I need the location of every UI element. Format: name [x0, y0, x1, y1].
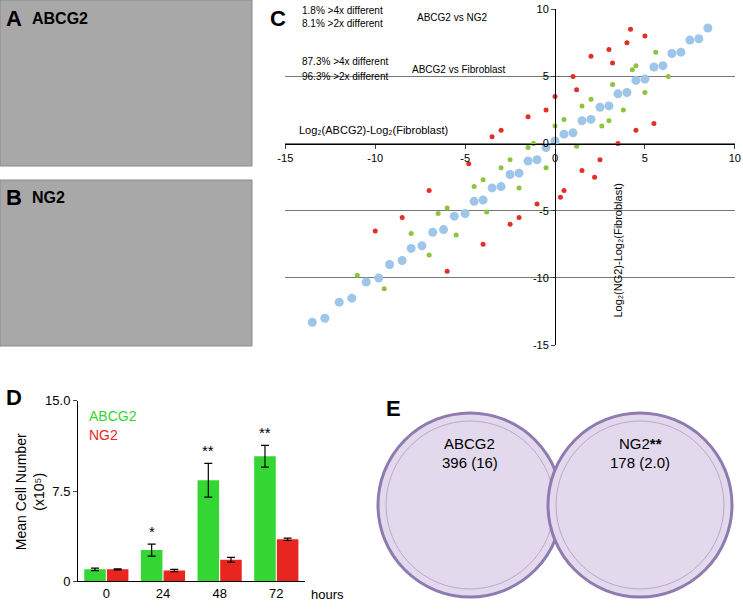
- svg-text:Log₂(ABCG2)-Log₂(Fibroblast): Log₂(ABCG2)-Log₂(Fibroblast): [299, 124, 448, 136]
- svg-text:87.3% >4x different: 87.3% >4x different: [302, 56, 388, 67]
- svg-text:ABCG2 vs Fibroblast: ABCG2 vs Fibroblast: [412, 64, 506, 75]
- svg-text:10: 10: [729, 152, 741, 164]
- svg-text:5: 5: [642, 152, 648, 164]
- svg-text:**: **: [202, 442, 214, 459]
- svg-text:1.8% >4x different: 1.8% >4x different: [302, 5, 383, 16]
- svg-text:-15: -15: [277, 152, 293, 164]
- svg-text:NG2**: NG2**: [619, 435, 662, 452]
- svg-text:NG2: NG2: [89, 427, 118, 443]
- svg-text:48: 48: [212, 586, 226, 601]
- svg-text:C: C: [270, 6, 286, 31]
- svg-text:-5: -5: [539, 205, 549, 217]
- svg-text:-10: -10: [533, 272, 549, 284]
- svg-text:15.0: 15.0: [45, 393, 70, 408]
- svg-text:0: 0: [543, 137, 549, 149]
- svg-text:hours: hours: [311, 587, 344, 602]
- svg-text:178 (2.0): 178 (2.0): [610, 454, 670, 471]
- svg-text:B: B: [6, 185, 22, 210]
- svg-text:Log₂(NG2)-Log₂(Fibroblast): Log₂(NG2)-Log₂(Fibroblast): [612, 183, 624, 317]
- svg-text:NG2: NG2: [32, 189, 65, 206]
- svg-text:0: 0: [63, 574, 70, 589]
- svg-text:0: 0: [552, 152, 558, 164]
- svg-text:-15: -15: [533, 339, 549, 351]
- svg-text:5: 5: [543, 70, 549, 82]
- svg-text:-10: -10: [367, 152, 383, 164]
- svg-text:7.5: 7.5: [52, 484, 70, 499]
- svg-text:E: E: [386, 396, 401, 421]
- svg-text:0: 0: [103, 586, 110, 601]
- svg-text:ABCG2: ABCG2: [444, 435, 495, 452]
- svg-text:Mean Cell Number(x10⁵): Mean Cell Number(x10⁵): [13, 433, 47, 550]
- svg-text:396 (16): 396 (16): [442, 454, 498, 471]
- svg-text:ABCG2: ABCG2: [89, 408, 137, 424]
- svg-text:8.1% >2x different: 8.1% >2x different: [302, 18, 383, 29]
- svg-text:*: *: [149, 523, 155, 540]
- svg-text:**: **: [259, 424, 271, 441]
- svg-text:D: D: [6, 385, 22, 410]
- svg-text:24: 24: [156, 586, 170, 601]
- svg-text:A: A: [6, 6, 22, 31]
- svg-text:ABCG2 vs NG2: ABCG2 vs NG2: [417, 12, 487, 23]
- svg-text:10: 10: [537, 3, 549, 15]
- svg-text:72: 72: [269, 586, 283, 601]
- svg-text:ABCG2: ABCG2: [32, 10, 88, 27]
- svg-text:-5: -5: [460, 152, 470, 164]
- svg-text:96.3% >2x different: 96.3% >2x different: [302, 71, 388, 82]
